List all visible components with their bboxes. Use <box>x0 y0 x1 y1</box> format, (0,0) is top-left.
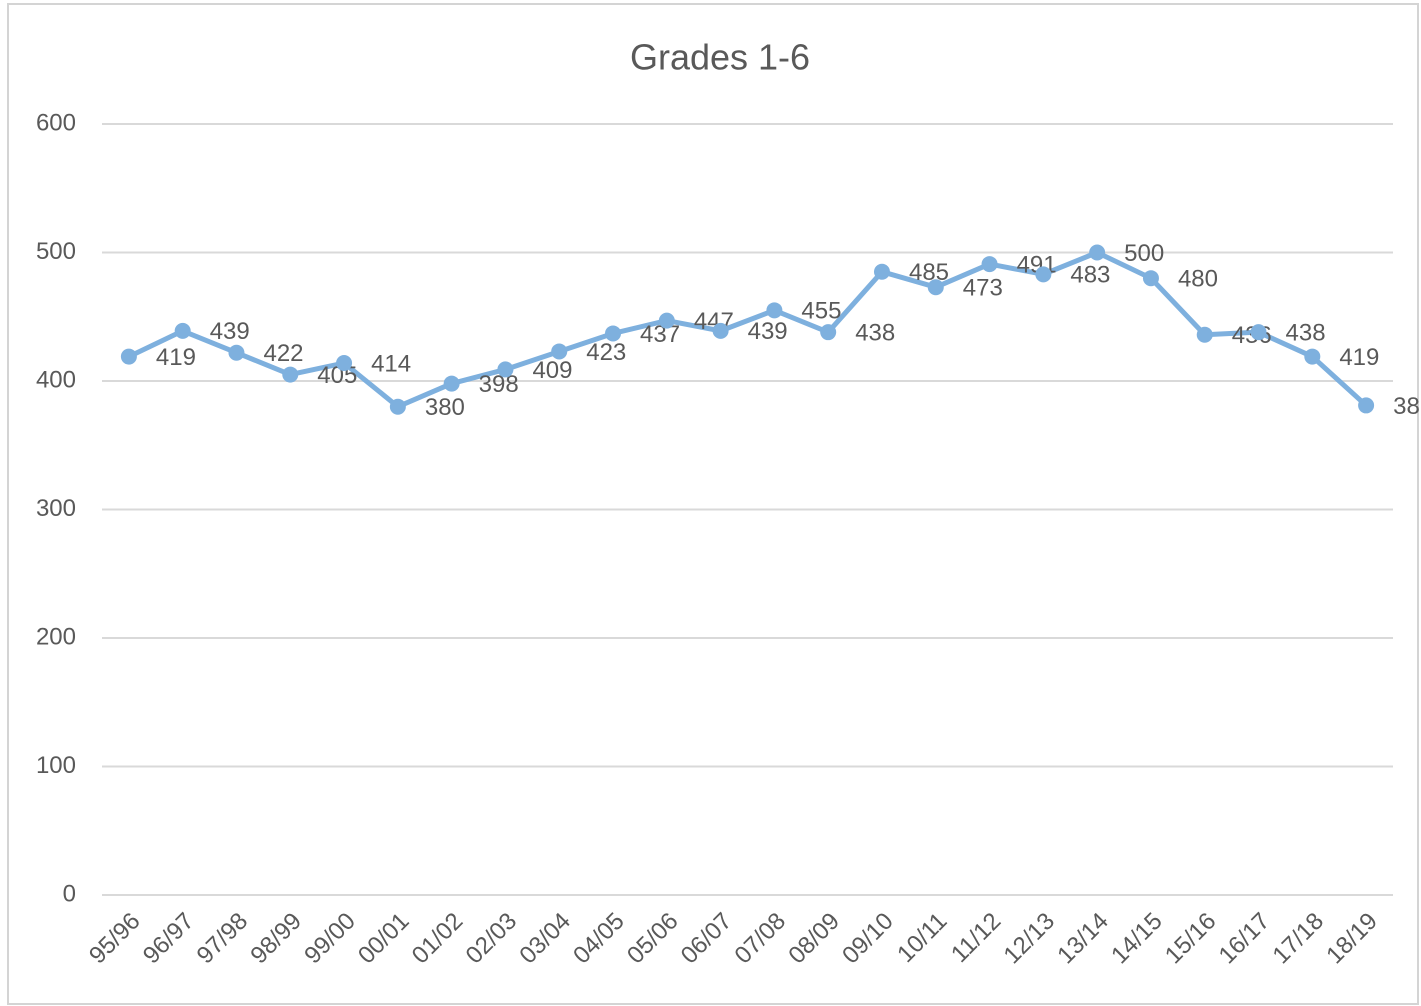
y-tick-label: 200 <box>36 623 76 650</box>
marker <box>927 279 944 296</box>
y-tick-label: 500 <box>36 238 76 265</box>
data-label: 409 <box>532 357 572 384</box>
y-tick-label: 100 <box>36 752 76 779</box>
marker <box>174 322 191 339</box>
data-label: 381 <box>1393 393 1421 420</box>
data-label: 398 <box>479 371 519 398</box>
data-label: 380 <box>425 394 465 421</box>
marker <box>1250 324 1267 341</box>
data-label: 419 <box>1339 344 1379 371</box>
marker <box>120 348 137 365</box>
marker <box>873 263 890 280</box>
marker <box>1142 270 1159 287</box>
marker <box>766 302 783 319</box>
marker <box>1089 244 1106 261</box>
marker <box>981 256 998 273</box>
data-label: 437 <box>640 321 680 348</box>
marker <box>1304 348 1321 365</box>
chart-title: Grades 1-6 <box>630 37 810 78</box>
y-tick-label: 600 <box>36 109 76 136</box>
marker <box>389 398 406 415</box>
chart-frame <box>7 3 1419 1005</box>
marker <box>712 322 729 339</box>
data-label: 439 <box>210 318 250 345</box>
y-tick-label: 0 <box>63 880 76 907</box>
marker <box>1035 266 1052 283</box>
marker <box>228 344 245 361</box>
marker <box>1196 326 1213 343</box>
marker <box>605 325 622 342</box>
data-label: 473 <box>963 275 1003 302</box>
data-label: 423 <box>586 339 626 366</box>
data-label: 455 <box>801 298 841 325</box>
data-label: 422 <box>263 340 303 367</box>
marker <box>658 312 675 329</box>
marker <box>497 361 514 378</box>
marker <box>443 375 460 392</box>
marker <box>820 324 837 341</box>
data-label: 438 <box>1286 320 1326 347</box>
y-tick-label: 400 <box>36 366 76 393</box>
data-label: 414 <box>371 350 411 377</box>
data-label: 439 <box>748 318 788 345</box>
data-label: 500 <box>1124 240 1164 267</box>
data-label: 480 <box>1178 266 1218 293</box>
marker <box>551 343 568 360</box>
marker <box>282 366 299 383</box>
marker <box>336 355 353 372</box>
line <box>127 250 1368 410</box>
data-label: 419 <box>156 344 196 371</box>
marker <box>1358 397 1375 414</box>
data-label: 438 <box>855 320 895 347</box>
data-label: 483 <box>1070 262 1110 289</box>
data-label: 485 <box>909 259 949 286</box>
y-tick-label: 300 <box>36 495 76 522</box>
